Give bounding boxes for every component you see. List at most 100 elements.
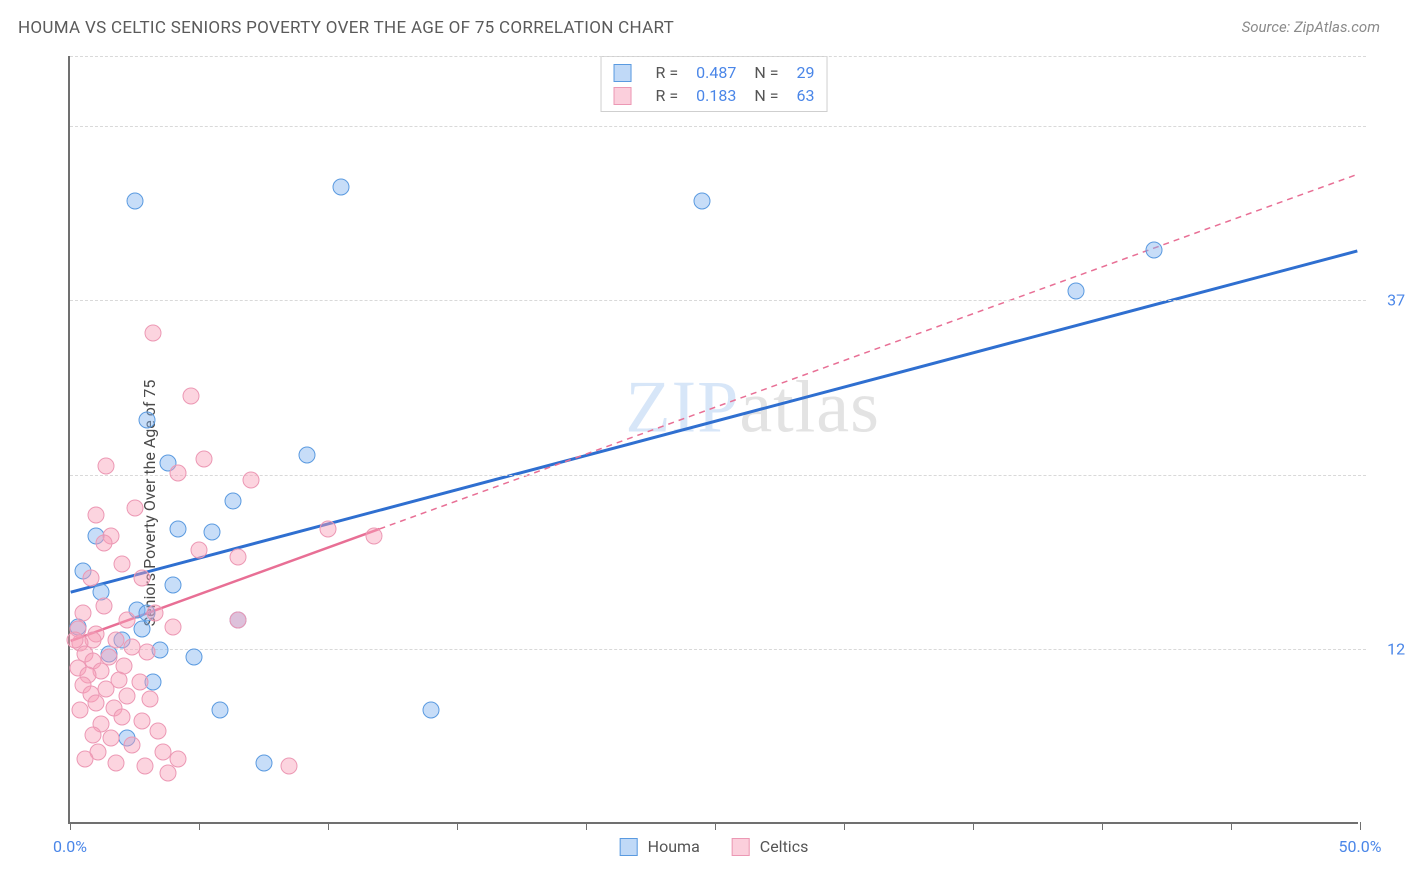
data-point — [229, 548, 246, 565]
gridline — [70, 300, 1366, 301]
data-point — [183, 388, 200, 405]
trendlines-svg — [70, 56, 1358, 822]
data-point — [126, 192, 143, 209]
chart-title: HOUMA VS CELTIC SENIORS POVERTY OVER THE… — [18, 18, 674, 38]
legend-r-key: R = — [656, 63, 679, 82]
y-tick-label: 37.5% — [1387, 291, 1406, 310]
data-point — [108, 755, 125, 772]
data-point — [255, 755, 272, 772]
data-point — [82, 569, 99, 586]
data-point — [165, 576, 182, 593]
x-tick — [70, 822, 71, 830]
data-point — [320, 520, 337, 537]
data-point — [423, 702, 440, 719]
x-tick — [199, 822, 200, 830]
x-tick — [1102, 822, 1103, 830]
legend-n-key: N = — [754, 86, 778, 105]
data-point — [1145, 241, 1162, 258]
data-point — [134, 569, 151, 586]
correlation-legend: R = 0.487 N = 29 R = 0.183 N = 63 — [601, 56, 828, 112]
data-point — [149, 723, 166, 740]
legend-item: Houma — [620, 837, 700, 856]
series-legend: Houma Celtics — [620, 837, 809, 856]
data-point — [77, 751, 94, 768]
x-tick-label: 50.0% — [1339, 837, 1382, 856]
plot-region: ZIPatlas R =0.487N =29R =0.183N =63 Houm… — [68, 56, 1358, 824]
y-tick-label: 12.5% — [1387, 640, 1406, 659]
data-point — [87, 695, 104, 712]
data-point — [123, 639, 140, 656]
x-tick — [973, 822, 974, 830]
data-point — [281, 758, 298, 775]
data-point — [131, 674, 148, 691]
data-point — [144, 325, 161, 342]
legend-n-key: N = — [754, 63, 778, 82]
data-point — [211, 702, 228, 719]
chart-area: Seniors Poverty Over the Age of 75 ZIPat… — [20, 46, 1386, 876]
legend-label: Houma — [648, 837, 700, 856]
data-point — [74, 604, 91, 621]
data-point — [165, 618, 182, 635]
data-point — [123, 737, 140, 754]
data-point — [1068, 283, 1085, 300]
x-tick-label: 0.0% — [53, 837, 87, 856]
gridline — [70, 56, 1366, 57]
data-point — [67, 632, 84, 649]
data-point — [95, 534, 112, 551]
data-point — [139, 411, 156, 428]
data-point — [139, 643, 156, 660]
source-attribution: Source: ZipAtlas.com — [1242, 18, 1380, 36]
x-tick — [586, 822, 587, 830]
gridline — [70, 649, 1366, 650]
data-point — [118, 611, 135, 628]
x-tick — [1360, 822, 1361, 830]
legend-n-value: 29 — [796, 63, 814, 82]
legend-item: Celtics — [732, 837, 809, 856]
legend-r-value: 0.487 — [696, 63, 736, 82]
data-point — [72, 702, 89, 719]
data-point — [113, 709, 130, 726]
data-point — [229, 611, 246, 628]
x-tick — [715, 822, 716, 830]
legend-swatch — [620, 838, 638, 856]
data-point — [141, 691, 158, 708]
x-tick — [1231, 822, 1232, 830]
data-point — [224, 492, 241, 509]
data-point — [196, 450, 213, 467]
data-point — [95, 597, 112, 614]
data-point — [170, 520, 187, 537]
data-point — [136, 758, 153, 775]
data-point — [242, 471, 259, 488]
data-point — [154, 744, 171, 761]
legend-swatch — [732, 838, 750, 856]
legend-swatch — [614, 87, 632, 105]
data-point — [332, 178, 349, 195]
data-point — [694, 192, 711, 209]
data-point — [147, 604, 164, 621]
legend-n-value: 63 — [796, 86, 814, 105]
x-tick — [844, 822, 845, 830]
data-point — [113, 555, 130, 572]
data-point — [85, 727, 102, 744]
gridline — [70, 126, 1366, 127]
x-tick — [328, 822, 329, 830]
data-point — [299, 446, 316, 463]
data-point — [87, 506, 104, 523]
data-point — [366, 527, 383, 544]
legend-r-value: 0.183 — [696, 86, 736, 105]
data-point — [103, 730, 120, 747]
data-point — [108, 632, 125, 649]
data-point — [126, 499, 143, 516]
x-tick — [457, 822, 458, 830]
data-point — [191, 541, 208, 558]
data-point — [134, 713, 151, 730]
data-point — [134, 621, 151, 638]
data-point — [185, 649, 202, 666]
legend-r-key: R = — [656, 86, 679, 105]
data-point — [170, 464, 187, 481]
legend-swatch — [614, 64, 632, 82]
data-point — [98, 457, 115, 474]
legend-label: Celtics — [760, 837, 809, 856]
data-point — [160, 765, 177, 782]
data-point — [203, 523, 220, 540]
